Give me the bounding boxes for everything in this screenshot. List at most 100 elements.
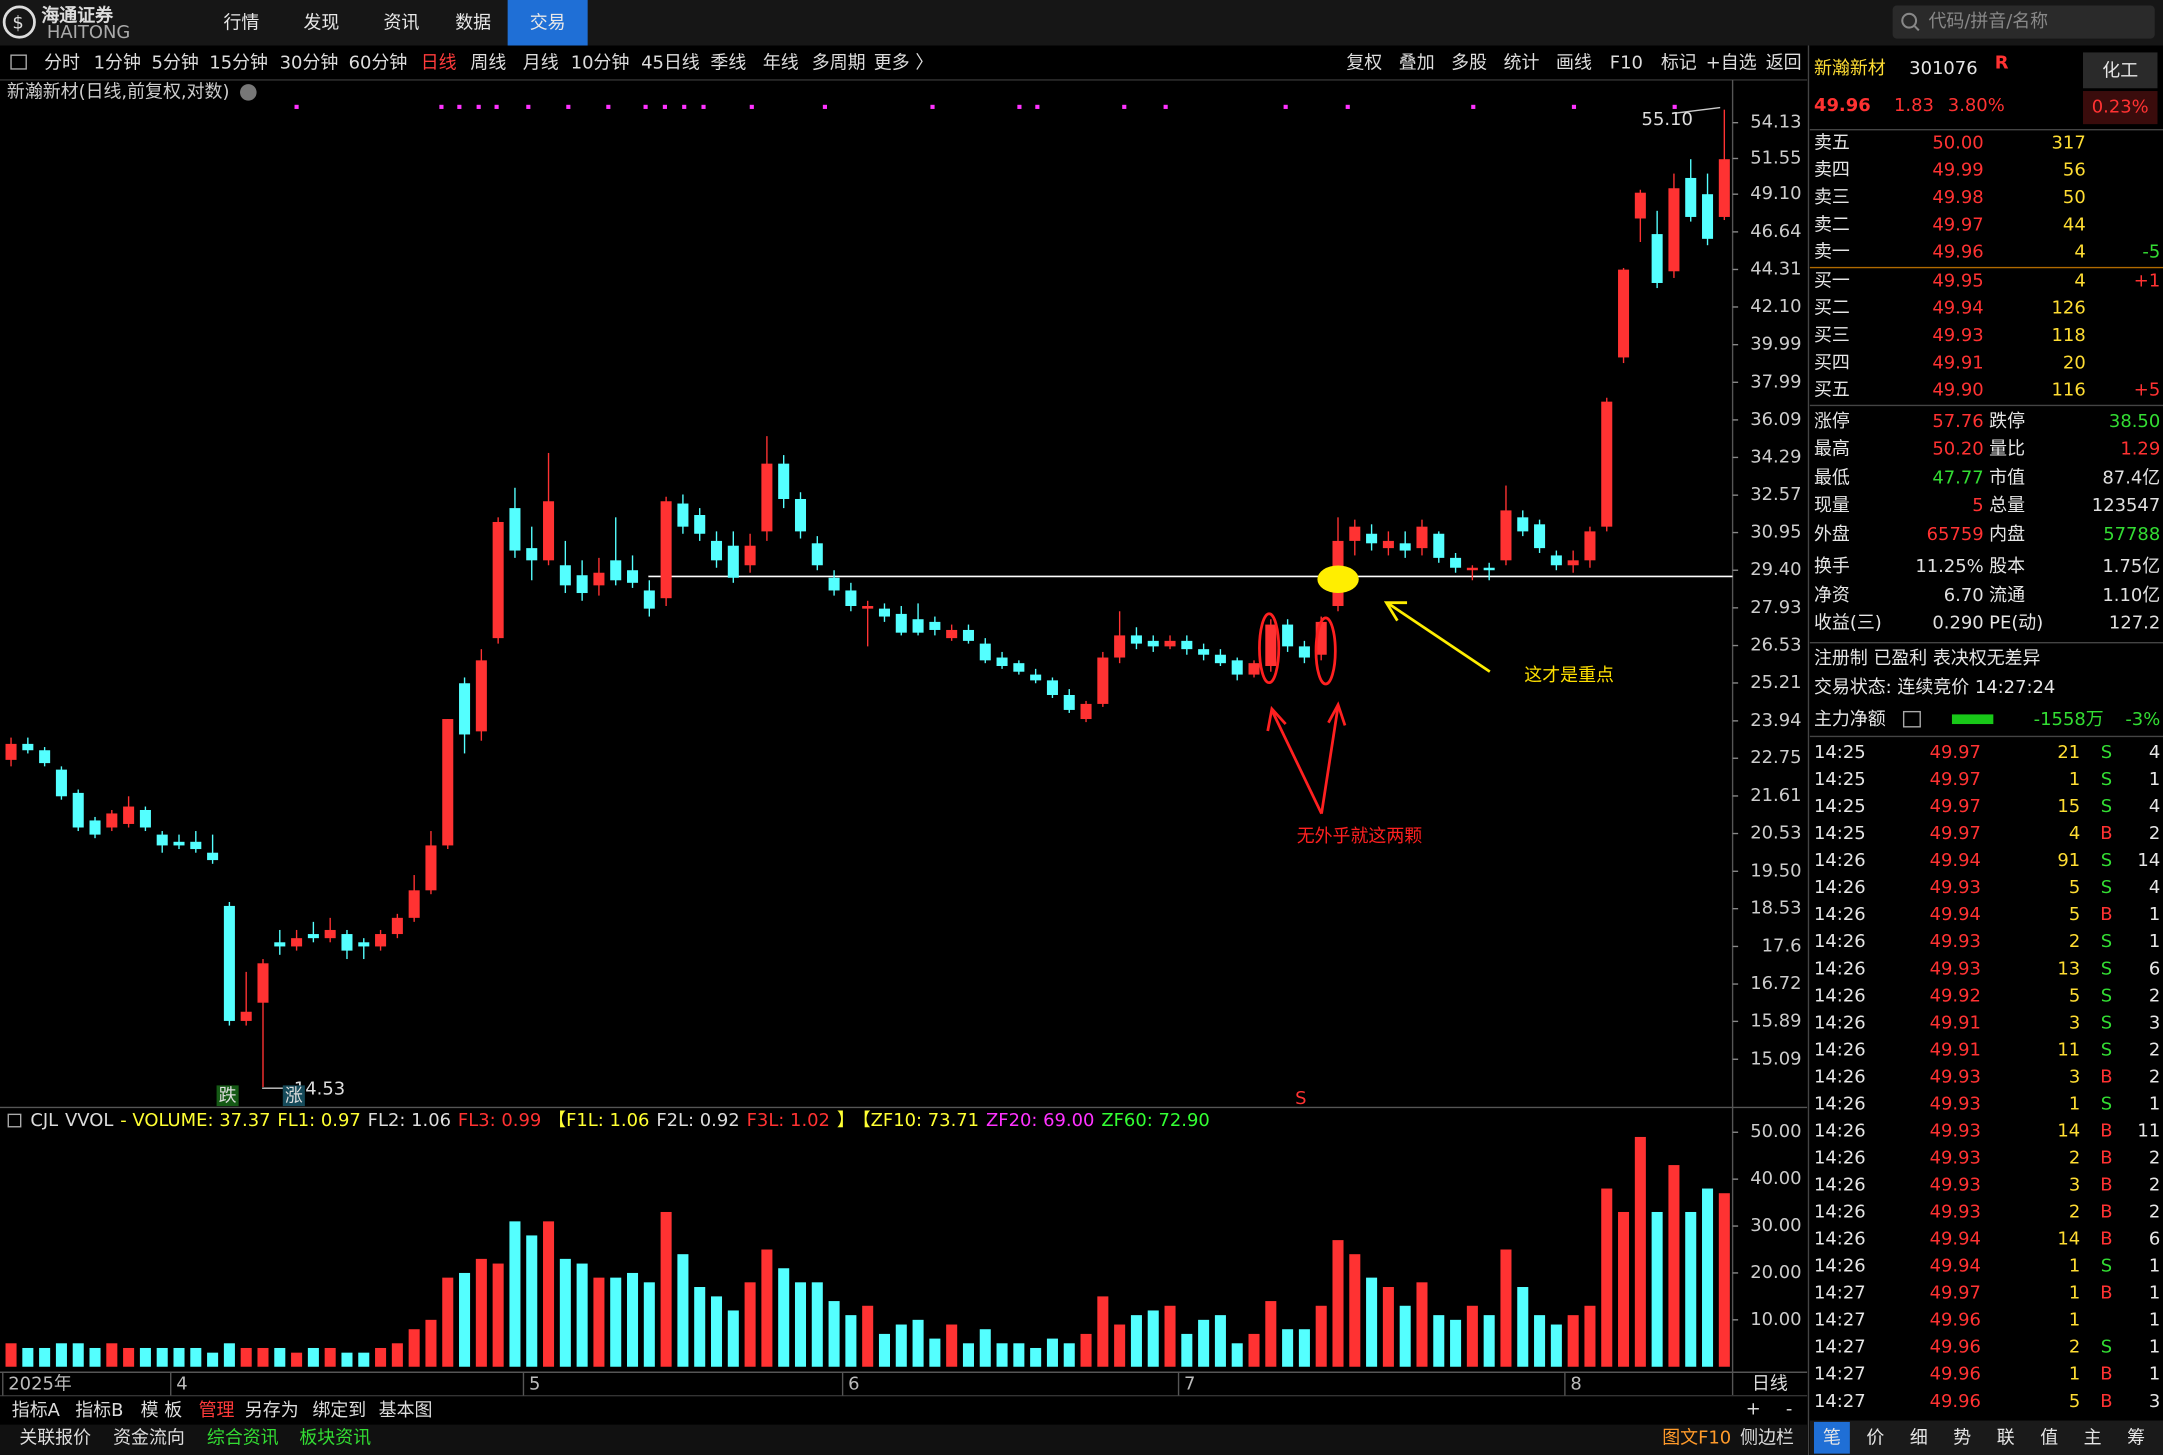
- zoom-button[interactable]: -: [1786, 1398, 1792, 1419]
- panel-tab[interactable]: 细: [1910, 1427, 1928, 1448]
- stat-label: 收益(三): [1814, 612, 1882, 633]
- volume-bar: [1030, 1347, 1042, 1367]
- indicator-icon[interactable]: [7, 1113, 22, 1128]
- period-button[interactable]: 分时: [44, 52, 80, 73]
- period-button[interactable]: 季线: [710, 52, 746, 73]
- period-button[interactable]: 30分钟: [280, 52, 339, 73]
- tick-side: S: [2101, 850, 2112, 871]
- toolbar-icon[interactable]: [10, 54, 27, 70]
- link-tab[interactable]: 关联报价: [19, 1427, 91, 1448]
- link-tab[interactable]: 板块资讯: [299, 1427, 371, 1448]
- period-button[interactable]: 5分钟: [152, 52, 199, 73]
- panel-tab[interactable]: 主: [2084, 1427, 2102, 1448]
- nav-item[interactable]: 行情: [223, 12, 259, 33]
- panel-tab[interactable]: 筹: [2127, 1427, 2145, 1448]
- sector[interactable]: 化工: [2102, 61, 2138, 82]
- tool-button[interactable]: F10: [1610, 52, 1643, 73]
- nav-item[interactable]: 资讯: [383, 12, 419, 33]
- event-dot: [1122, 104, 1127, 109]
- stat-label: 换手: [1814, 556, 1850, 577]
- y-tick-label: 19.50: [1750, 860, 1801, 881]
- indicator-tab[interactable]: 指标B: [75, 1400, 123, 1421]
- indicator-tab[interactable]: 管理: [199, 1400, 235, 1421]
- panel-tab[interactable]: 价: [1866, 1427, 1884, 1448]
- tool-button[interactable]: 多股: [1451, 52, 1487, 73]
- volume-bar: [979, 1329, 991, 1367]
- y-tick-label: 15.09: [1750, 1048, 1801, 1069]
- yellow-arrow-head: [1383, 601, 1408, 622]
- indicator-value: - VOLUME: 37.37: [120, 1110, 270, 1131]
- indicator-tab[interactable]: 另存为: [245, 1400, 299, 1421]
- stock-tags: 注册制 已盈利 表决权无差异: [1814, 648, 2041, 669]
- period-button[interactable]: 45日线: [641, 52, 700, 73]
- period-button[interactable]: 15分钟: [209, 52, 268, 73]
- tick-price: 49.94: [1930, 1229, 1981, 1250]
- sidebar-button[interactable]: 侧边栏: [1740, 1427, 1794, 1448]
- tool-button[interactable]: 返回: [1766, 52, 1802, 73]
- volume-bar: [425, 1319, 437, 1367]
- tick-price: 49.94: [1930, 850, 1981, 871]
- volume-bar: [1315, 1305, 1327, 1367]
- period-button[interactable]: 年线: [763, 52, 799, 73]
- period-button[interactable]: 10分钟: [571, 52, 630, 73]
- tick-side: S: [2101, 1256, 2112, 1277]
- indicator-tab[interactable]: 指标A: [12, 1400, 61, 1421]
- tool-button[interactable]: 复权: [1346, 52, 1382, 73]
- panel-tab[interactable]: 值: [2040, 1427, 2058, 1448]
- indicator-tab[interactable]: 模 板: [141, 1400, 183, 1421]
- nav-item[interactable]: 发现: [303, 12, 339, 33]
- f10-button[interactable]: 图文F10: [1662, 1427, 1731, 1448]
- tool-button[interactable]: 画线: [1556, 52, 1592, 73]
- highlight-dot: [1317, 565, 1359, 594]
- link-tab[interactable]: 资金流向: [113, 1427, 185, 1448]
- title-toggle[interactable]: [240, 84, 257, 101]
- indicator-value: 】: [837, 1110, 855, 1131]
- tool-button[interactable]: +自选: [1706, 52, 1757, 73]
- flow-icon[interactable]: [1902, 710, 1921, 728]
- book-volume: 317: [2052, 132, 2086, 153]
- date-label: 7: [1184, 1374, 1195, 1395]
- candle-body: [240, 1011, 252, 1021]
- zoom-button[interactable]: +: [1746, 1398, 1761, 1419]
- nav-item[interactable]: 交易: [530, 12, 566, 33]
- tick-time: 14:27: [1814, 1337, 1866, 1358]
- book-price: 49.94: [1932, 298, 1983, 319]
- period-button[interactable]: 1分钟: [94, 52, 141, 73]
- candle-body: [475, 660, 487, 732]
- sector-box[interactable]: [2082, 52, 2158, 89]
- stat-value: 123547: [2092, 495, 2160, 516]
- book-label: 卖五: [1814, 132, 1850, 153]
- panel-tab[interactable]: 势: [1953, 1427, 1971, 1448]
- volume-bar: [1181, 1333, 1193, 1367]
- tick-time: 14:26: [1814, 985, 1866, 1006]
- search-box[interactable]: [1892, 5, 2155, 39]
- indicator-tab[interactable]: 绑定到: [312, 1400, 366, 1421]
- y-tick-label: 42.10: [1750, 296, 1801, 317]
- period-button[interactable]: 60分钟: [349, 52, 408, 73]
- stat-label: 流通: [1989, 585, 2025, 606]
- tool-button[interactable]: 标记: [1661, 52, 1697, 73]
- period-button[interactable]: 月线: [523, 52, 559, 73]
- period-label: 日线: [1752, 1374, 1788, 1395]
- period-button[interactable]: 日线: [421, 52, 457, 73]
- tick-price: 49.96: [1930, 1364, 1981, 1385]
- tick-count: 6: [2149, 1229, 2160, 1250]
- stat-value: 11.25%: [1915, 556, 1983, 577]
- tick-count: 4: [2149, 742, 2160, 763]
- candle-body: [660, 501, 672, 599]
- link-tab[interactable]: 综合资讯: [207, 1427, 279, 1448]
- indicator-tab[interactable]: 基本图: [379, 1400, 433, 1421]
- tick-time: 14:26: [1814, 1202, 1866, 1223]
- period-button[interactable]: 周线: [470, 52, 506, 73]
- nav-item[interactable]: 数据: [455, 12, 491, 33]
- period-button[interactable]: 多周期: [812, 52, 866, 73]
- event-dot: [606, 104, 611, 109]
- y-tick-label: 30.00: [1750, 1215, 1801, 1236]
- panel-tab[interactable]: 联: [1997, 1427, 2015, 1448]
- tool-button[interactable]: 统计: [1504, 52, 1540, 73]
- panel-tab[interactable]: 笔: [1823, 1427, 1841, 1448]
- period-button[interactable]: 更多 〉: [874, 52, 933, 73]
- volume-bar: [173, 1347, 185, 1367]
- tool-button[interactable]: 叠加: [1399, 52, 1435, 73]
- candle-body: [1097, 657, 1109, 704]
